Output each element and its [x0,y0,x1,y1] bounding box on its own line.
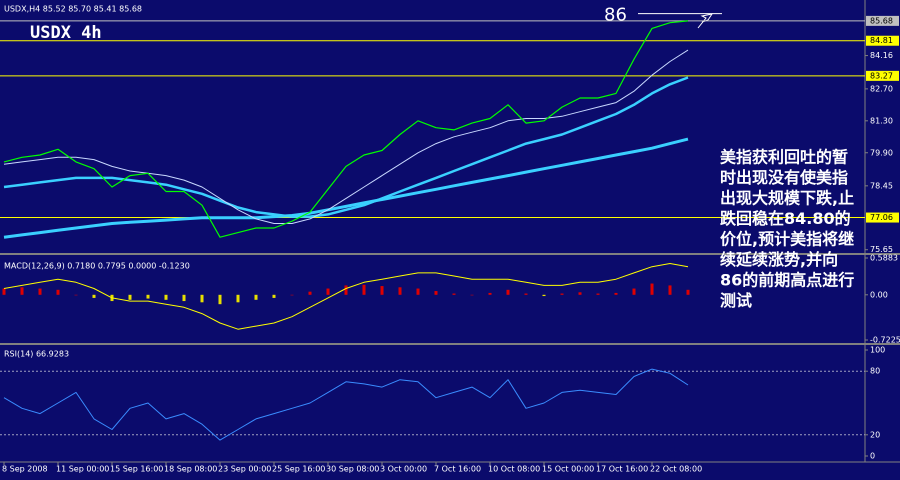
y-tick-label: 78.45 [870,181,893,190]
annotation-line: 美指获利回吐的暂 [720,148,848,167]
histogram-bar [380,286,384,295]
histogram-bar [20,287,24,295]
annotation-line: 价位,预计美指将继 [720,230,854,249]
histogram-bar [344,285,348,295]
histogram-bar [434,291,438,295]
x-tick-label: 25 Sep 16:00 [272,465,325,474]
histogram-bar [2,288,6,295]
x-tick-label: 17 Oct 16:00 [596,465,648,474]
histogram-bar [686,289,690,295]
histogram-bar [200,294,204,303]
y-tick-label: 82.70 [870,84,893,93]
annotation-line: 测试 [720,291,752,310]
price-label: 84.81 [870,36,893,45]
histogram-bar [290,294,294,296]
histogram-bar [308,291,312,295]
histogram-bar [578,292,582,295]
histogram-bar [488,292,492,295]
x-tick-label: 3 Oct 00:00 [380,465,427,474]
x-tick-label: 11 Sep 00:00 [56,465,109,474]
series-line [3,137,689,239]
arrow-icon [697,13,714,29]
histogram-bar [236,294,240,303]
histogram-bar [596,293,600,295]
chart-subtitle: USDX 4h [30,23,102,43]
y-tick-label: 20 [870,430,880,439]
price-label-box [866,212,899,223]
histogram-bar [416,288,420,295]
rsi-title: RSI(14) 66.9283 [4,350,69,359]
histogram-bar [182,294,186,302]
x-tick-label: 22 Oct 08:00 [650,465,702,474]
histogram-bar [452,293,456,295]
y-tick-label: 81.30 [870,116,893,125]
annotation-line: 跌回稳在84.80的 [720,209,851,228]
x-tick-label: 10 Oct 08:00 [488,465,540,474]
resistance-label: 86 [604,5,627,26]
annotation-line: 86的前期高点进行 [720,271,854,290]
price-label-box [866,70,899,81]
x-tick-label: 15 Sep 16:00 [110,465,163,474]
price-label: 77.06 [870,213,893,222]
y-tick-label: 0.00 [870,290,888,299]
x-tick-label: 30 Sep 08:00 [326,465,379,474]
y-tick-label: 0 [870,452,875,461]
histogram-bar [254,294,258,300]
y-tick-label: 79.90 [870,148,893,157]
histogram-bar [38,288,42,295]
y-tick-label: 100 [870,346,885,355]
macd-title: MACD(12,26,9) 0.7180 0.7795 0.0000 -0.12… [4,262,190,271]
histogram-bar [668,285,672,295]
y-tick-label: 0.5883 [870,254,898,263]
histogram-bar [326,288,330,295]
annotation-line: 续延续涨势,并向 [720,250,838,269]
histogram-bar [56,289,60,295]
x-tick-label: 15 Oct 00:00 [542,465,594,474]
y-tick-label: 80 [870,367,880,376]
histogram-bar [146,294,150,299]
histogram-bar [542,294,546,297]
series-line [3,20,689,238]
y-tick-label: -0.7225 [870,336,900,345]
histogram-bar [164,294,168,300]
x-tick-label: 8 Sep 2008 [2,465,48,474]
x-tick-label: 7 Oct 16:00 [434,465,481,474]
histogram-bar [218,294,222,305]
series-line [3,76,689,218]
y-tick-label: 75.65 [870,245,893,254]
annotation-line: 出现大规模下跌,止 [720,189,854,208]
price-label-box [866,15,899,26]
histogram-bar [560,293,564,295]
histogram-bar [650,283,654,295]
histogram-bar [614,292,618,295]
series-line [3,49,689,224]
price-label: 83.27 [870,71,893,80]
price-label-box [866,35,899,46]
histogram-bar [524,293,528,295]
x-tick-label: 18 Sep 08:00 [164,465,217,474]
histogram-bar [470,294,474,296]
histogram-bar [506,289,510,295]
series-line [3,263,689,330]
histogram-bar [362,284,366,295]
histogram-bar [128,294,132,300]
histogram-bar [398,287,402,295]
annotation-line: 时出现没有使美指 [720,168,848,187]
y-tick-label: 84.16 [870,51,893,60]
histogram-bar [74,294,78,296]
histogram-bar [632,288,636,295]
series-line [3,368,689,441]
chart-title: USDX,H4 85.52 85.70 85.41 85.68 [4,5,142,14]
price-label: 85.68 [870,16,893,25]
x-tick-label: 23 Sep 00:00 [218,465,271,474]
histogram-bar [272,294,276,298]
histogram-bar [92,294,96,298]
